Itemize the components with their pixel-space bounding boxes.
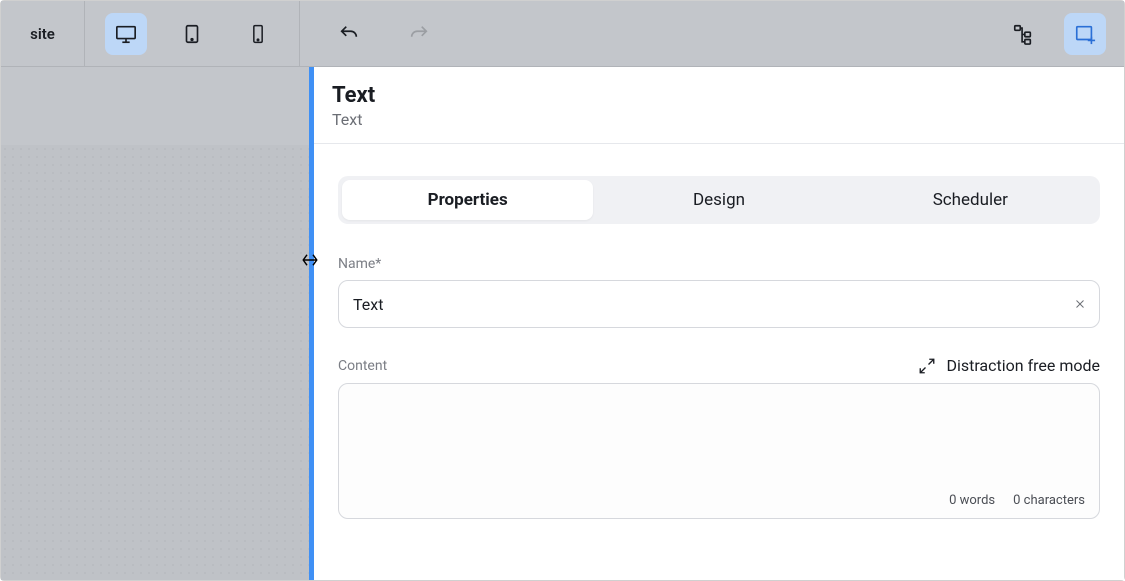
undo-button[interactable] (328, 13, 370, 55)
desktop-icon (115, 23, 137, 45)
undo-icon (338, 23, 360, 45)
tab-scheduler[interactable]: Scheduler (845, 180, 1096, 220)
mobile-viewport-button[interactable] (237, 13, 279, 55)
add-component-button[interactable] (1064, 13, 1106, 55)
desktop-viewport-button[interactable] (105, 13, 147, 55)
content-label: Content (338, 358, 387, 374)
properties-panel: Text Text Properties Design Scheduler Na… (314, 67, 1124, 580)
panel-title: Text (332, 83, 1106, 108)
tablet-icon (181, 23, 203, 45)
char-count: 0 characters (1013, 493, 1085, 508)
tab-properties[interactable]: Properties (342, 180, 593, 220)
panel-body: Properties Design Scheduler Name* (314, 144, 1124, 579)
word-count: 0 words (949, 493, 995, 508)
tab-design[interactable]: Design (593, 180, 844, 220)
history-controls (300, 1, 468, 66)
editor-stats: 0 words 0 characters (949, 493, 1085, 508)
mobile-icon (248, 23, 268, 45)
resize-handle-icon (301, 251, 319, 269)
viewport-switcher (85, 1, 300, 66)
panel-subtitle: Text (332, 110, 1106, 129)
content-field: Content Distraction free mode 0 words (338, 356, 1100, 519)
name-label: Name* (338, 256, 1100, 272)
canvas-grid (1, 145, 309, 580)
top-toolbar: site (1, 1, 1124, 67)
clear-name-button[interactable] (1074, 298, 1086, 310)
panel-divider[interactable] (309, 67, 314, 580)
toolbar-right (994, 1, 1124, 66)
site-label: site (30, 25, 55, 43)
content-editor[interactable]: 0 words 0 characters (338, 383, 1100, 519)
expand-icon (918, 357, 936, 375)
name-input[interactable] (338, 280, 1100, 328)
add-rect-icon (1074, 23, 1096, 45)
panel-header: Text Text (314, 67, 1124, 144)
redo-button[interactable] (398, 13, 440, 55)
redo-icon (408, 23, 430, 45)
main-area: Text Text Properties Design Scheduler Na… (1, 67, 1124, 580)
canvas-area[interactable] (1, 67, 309, 580)
distraction-free-toggle[interactable]: Distraction free mode (918, 356, 1100, 375)
distraction-free-label: Distraction free mode (946, 356, 1100, 375)
close-icon (1074, 298, 1086, 310)
name-field: Name* (338, 256, 1100, 328)
panel-tabs: Properties Design Scheduler (338, 176, 1100, 224)
tablet-viewport-button[interactable] (171, 13, 213, 55)
site-selector[interactable]: site (1, 1, 85, 66)
tree-icon (1012, 23, 1034, 45)
tree-view-button[interactable] (1002, 13, 1044, 55)
